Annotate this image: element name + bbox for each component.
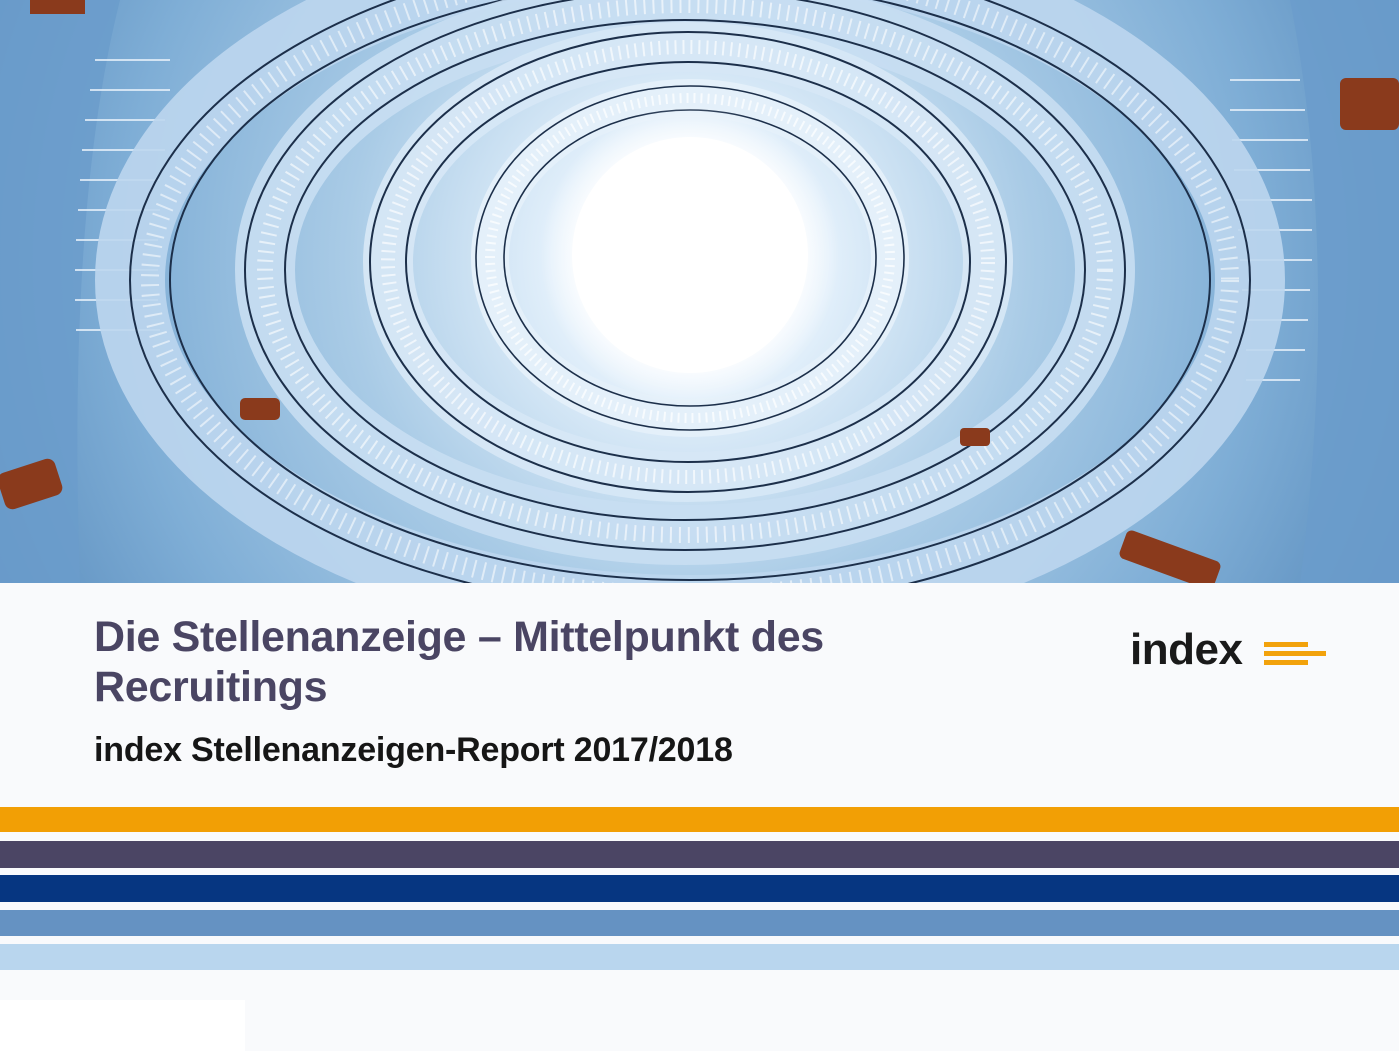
footer-blank xyxy=(0,1000,245,1051)
spiral-staircase-photo xyxy=(0,0,1399,583)
title-line-1: Die Stellenanzeige – Mittelpunkt des xyxy=(94,613,824,661)
stripe-light-blue xyxy=(0,944,1399,970)
stripe-steel-blue xyxy=(0,910,1399,936)
stripe-orange xyxy=(0,807,1399,832)
report-subtitle: index Stellenanzeigen-Report 2017/2018 xyxy=(94,731,733,769)
logo-wordmark: index xyxy=(1130,625,1243,674)
page-title: Die Stellenanzeige – Mittelpunkt des Rec… xyxy=(94,612,994,712)
stripe-purple xyxy=(0,841,1399,868)
stripe-navy xyxy=(0,875,1399,902)
title-line-2: Recruitings xyxy=(94,663,328,711)
index-logo: index xyxy=(1130,622,1340,682)
